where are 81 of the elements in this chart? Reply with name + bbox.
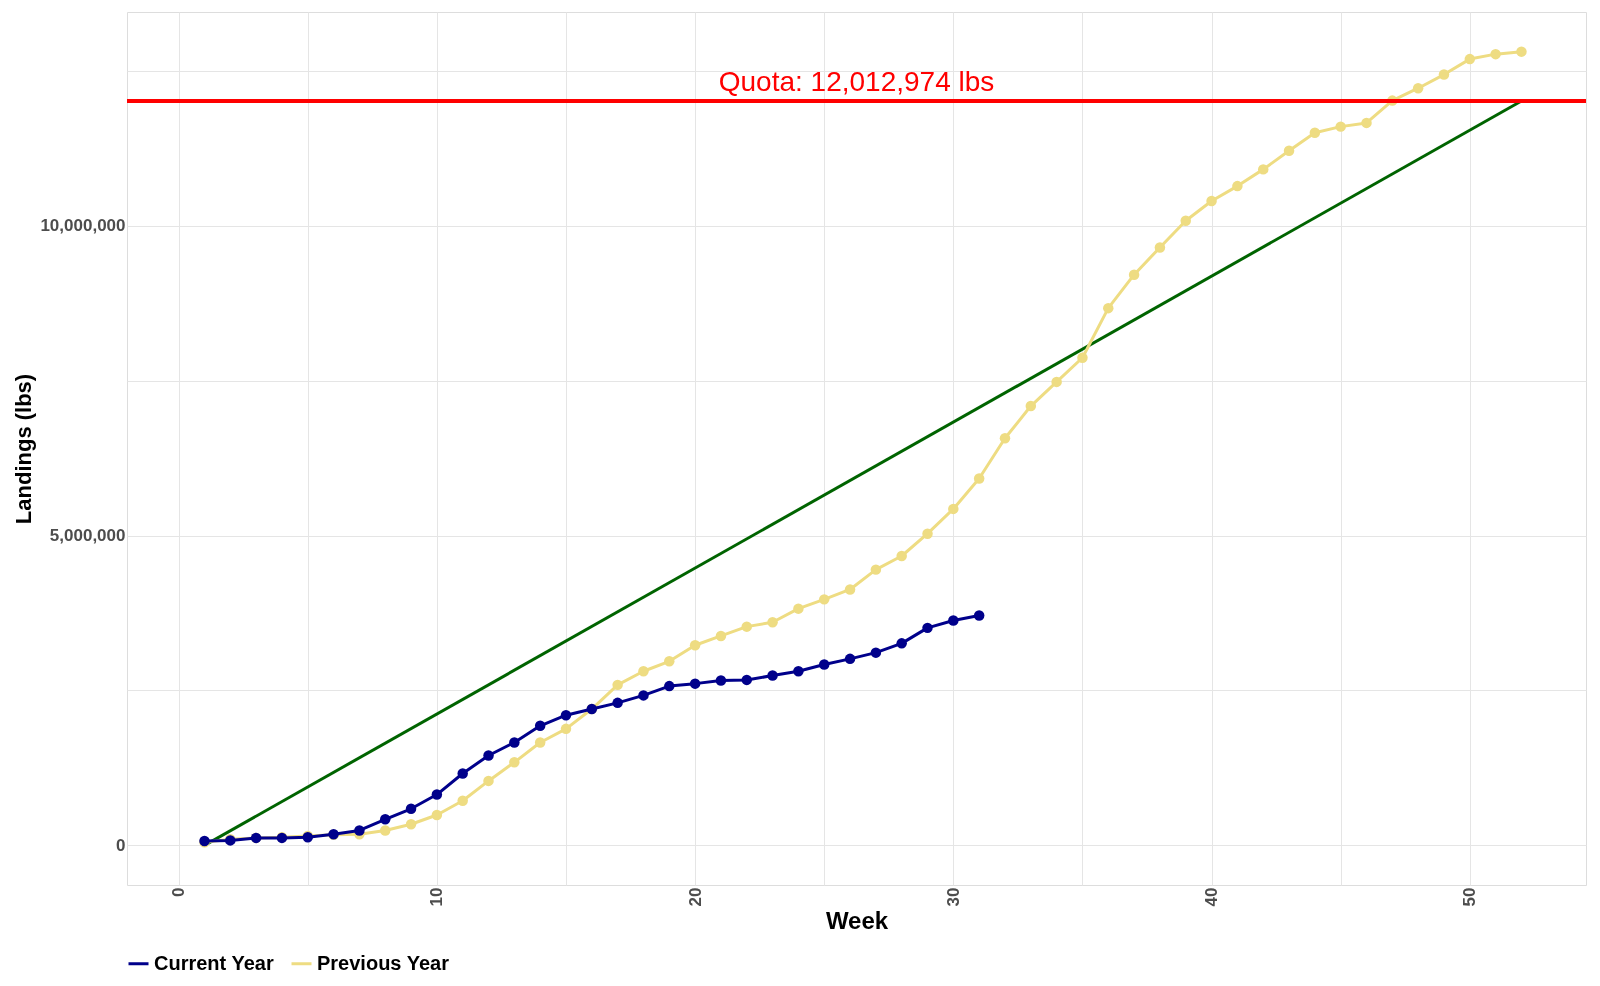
point	[560, 710, 572, 721]
point	[793, 666, 804, 677]
point	[1257, 164, 1269, 175]
point	[689, 678, 701, 689]
point	[715, 675, 727, 686]
point	[1490, 48, 1501, 60]
point	[1412, 82, 1424, 94]
x-axis-title: Week	[825, 907, 889, 935]
point	[1077, 352, 1088, 363]
point	[457, 795, 468, 806]
y-tick-label: 0	[116, 835, 126, 855]
point	[560, 723, 572, 735]
point	[431, 809, 443, 821]
point	[509, 737, 520, 748]
point	[870, 647, 882, 658]
x-tick-label: 50	[1460, 887, 1480, 907]
point	[1438, 69, 1450, 80]
point	[870, 564, 882, 575]
point	[948, 503, 959, 515]
point	[999, 433, 1011, 444]
point	[1283, 145, 1295, 157]
point	[457, 768, 468, 779]
x-tick-label: 20	[685, 887, 705, 907]
point	[948, 615, 959, 626]
ref-line-label: Quota: 12,012,974 lbs	[718, 66, 995, 98]
point	[638, 690, 649, 701]
point	[1232, 180, 1243, 192]
legend-label: Current Year	[154, 951, 274, 974]
point	[922, 528, 933, 539]
point	[896, 638, 907, 649]
point	[534, 720, 546, 731]
point	[741, 674, 752, 686]
point	[1335, 121, 1346, 132]
x-tick-label: 0	[169, 887, 189, 897]
point	[1516, 46, 1527, 57]
point	[379, 825, 391, 836]
point	[1128, 269, 1140, 280]
point	[534, 737, 546, 748]
point	[1309, 127, 1321, 139]
point	[379, 814, 391, 825]
point	[638, 666, 649, 677]
point	[818, 659, 830, 670]
point	[844, 584, 856, 595]
point	[664, 656, 675, 667]
point	[973, 473, 985, 484]
point	[483, 750, 494, 761]
x-tick-label: 30	[943, 887, 963, 907]
point	[896, 550, 907, 562]
point	[767, 670, 778, 681]
x-tick-label: 40	[1202, 887, 1222, 907]
point	[844, 653, 856, 665]
point	[509, 757, 520, 768]
y-tick-label: 10,000,000	[40, 216, 126, 236]
point	[1051, 376, 1062, 388]
point	[1154, 242, 1166, 253]
point	[612, 679, 623, 691]
point	[354, 825, 365, 836]
point	[1025, 400, 1037, 412]
point	[818, 594, 830, 605]
point	[612, 697, 623, 709]
point	[741, 621, 752, 632]
point	[1361, 117, 1372, 129]
point	[405, 819, 417, 830]
point	[1103, 302, 1114, 314]
legend-label: Previous Year	[317, 951, 450, 974]
point	[1464, 53, 1476, 65]
point	[793, 603, 804, 614]
x-tick-label: 10	[427, 887, 447, 907]
point	[1206, 195, 1217, 207]
point	[767, 617, 778, 628]
point	[431, 789, 443, 800]
point	[922, 622, 933, 634]
point	[715, 630, 727, 642]
y-axis-title: Landings (lbs)	[11, 373, 37, 525]
point	[483, 775, 494, 787]
point	[405, 803, 417, 815]
point	[973, 610, 985, 621]
point	[664, 680, 675, 692]
point	[689, 639, 701, 651]
point	[1180, 215, 1191, 227]
y-tick-label: 5,000,000	[49, 526, 126, 546]
